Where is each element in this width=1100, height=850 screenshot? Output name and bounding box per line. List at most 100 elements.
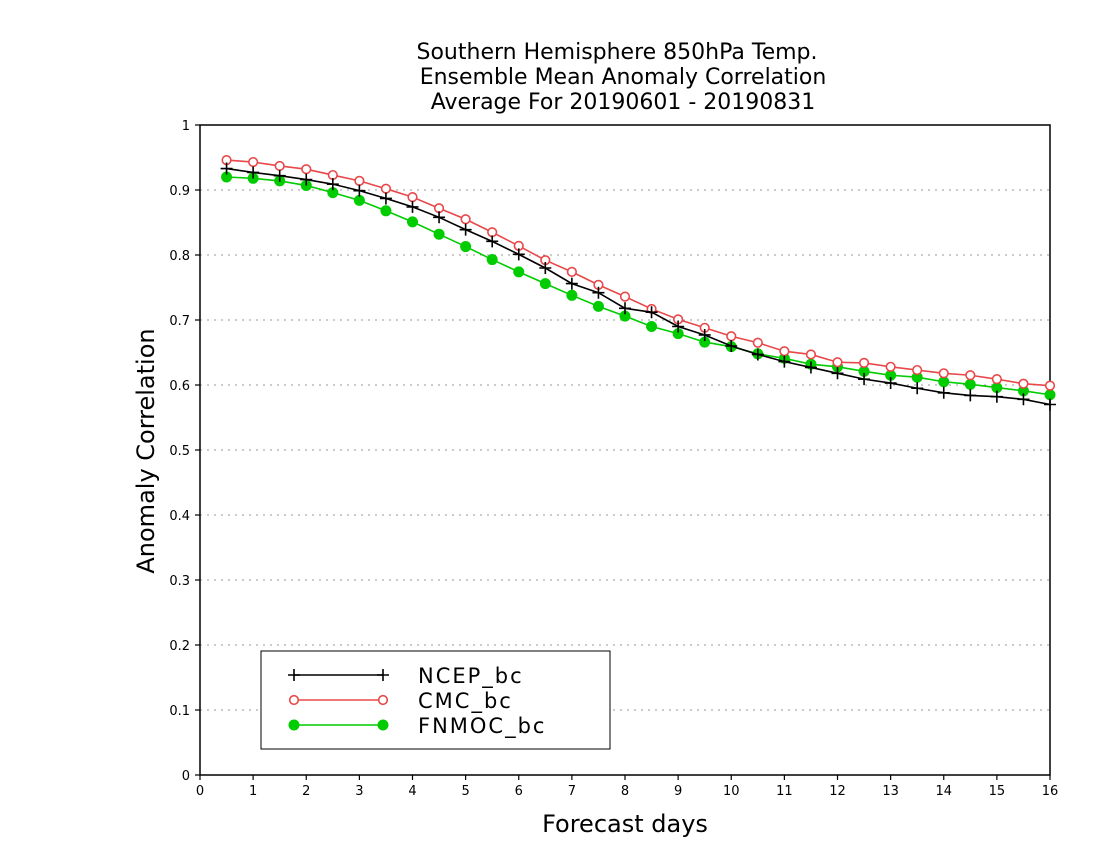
y-tick-label: 1 [182, 119, 190, 134]
data-point-ncep-bc [592, 286, 605, 299]
data-series [220, 155, 1056, 411]
data-point-ncep-bc [326, 178, 339, 191]
x-tick-label: 0 [196, 784, 204, 799]
data-point-cmc-bc [380, 183, 392, 194]
chart-title-line-2: Ensemble Mean Anomaly Correlation [420, 65, 827, 90]
data-point-cmc-bc [885, 361, 896, 372]
data-point-cmc-bc [327, 169, 338, 181]
legend-marker [288, 694, 300, 706]
x-tick-label: 5 [461, 784, 469, 799]
data-point-cmc-bc [965, 370, 976, 381]
data-point-cmc-bc [752, 337, 763, 348]
data-point-ncep-bc [990, 390, 1003, 403]
x-tick-label: 12 [829, 784, 846, 799]
data-point-cmc-bc [858, 357, 870, 369]
data-point-ncep-bc [300, 173, 313, 186]
x-tick-label: 3 [355, 784, 363, 799]
legend-marker [377, 694, 389, 706]
data-point-ncep-bc [831, 367, 844, 380]
data-point-cmc-bc [779, 346, 790, 357]
data-point-cmc-bc [433, 203, 445, 214]
y-tick-label: 0.9 [169, 184, 190, 199]
data-point-ncep-bc [804, 361, 817, 374]
data-point-fnmoc-bc [460, 241, 472, 253]
data-point-ncep-bc [459, 223, 472, 236]
data-point-ncep-bc [725, 340, 738, 352]
series-line-fnmoc-bc [226, 176, 1051, 396]
series-ncep-bc [220, 162, 1056, 411]
y-tick-label: 0.1 [169, 704, 190, 719]
data-point-ncep-bc [964, 389, 977, 402]
data-point-fnmoc-bc [964, 378, 976, 390]
y-tick-label: 0.6 [169, 379, 190, 394]
data-point-ncep-bc [565, 277, 578, 290]
data-point-fnmoc-bc [1044, 389, 1056, 401]
series-line-cmc-bc [226, 159, 1051, 387]
data-point-ncep-bc [247, 166, 260, 179]
data-point-fnmoc-bc [353, 194, 365, 206]
legend-item-ncep-bc: NCEP_bc [288, 664, 524, 689]
legend-marker [377, 669, 389, 681]
x-tick-label: 6 [515, 784, 523, 799]
data-point-fnmoc-bc [486, 254, 498, 266]
y-tick-label: 0.5 [169, 444, 190, 459]
x-tick-label: 11 [776, 784, 793, 799]
data-point-ncep-bc [858, 373, 871, 386]
series-cmc-bc [221, 155, 1056, 391]
data-point-cmc-bc [1018, 378, 1029, 389]
legend-marker [377, 719, 389, 731]
data-point-cmc-bc [912, 364, 923, 376]
data-point-fnmoc-bc [539, 278, 551, 290]
data-point-ncep-bc [1017, 393, 1030, 406]
chart-title: Southern Hemisphere 850hPa Temp. Ensembl… [417, 40, 827, 115]
data-point-fnmoc-bc [646, 321, 658, 332]
x-tick-label: 1 [249, 784, 257, 799]
y-tick-label: 0.8 [169, 249, 190, 264]
data-point-ncep-bc [751, 348, 764, 361]
data-point-ncep-bc [406, 200, 419, 213]
data-point-fnmoc-bc [380, 205, 392, 217]
x-tick-label: 2 [302, 784, 310, 799]
data-point-fnmoc-bc [513, 266, 525, 278]
x-tick-label: 13 [882, 784, 899, 799]
data-point-ncep-bc [672, 320, 685, 333]
data-point-cmc-bc [274, 160, 285, 172]
data-point-ncep-bc [273, 169, 286, 182]
gridlines [200, 189, 1050, 711]
data-point-cmc-bc [354, 175, 365, 186]
data-point-ncep-bc [698, 328, 711, 341]
legend-label: CMC_bc [418, 689, 513, 714]
data-point-fnmoc-bc [592, 300, 604, 312]
y-tick-label: 0.4 [169, 509, 190, 524]
data-point-cmc-bc [1044, 380, 1056, 391]
x-axis-title: Forecast days [542, 810, 708, 838]
data-point-ncep-bc [486, 235, 499, 248]
data-point-ncep-bc [353, 184, 366, 197]
data-point-ncep-bc [539, 262, 552, 274]
data-point-ncep-bc [884, 377, 897, 390]
x-tick-label: 10 [723, 784, 740, 799]
series-line-ncep-bc [226, 167, 1051, 406]
legend-label: NCEP_bc [418, 664, 524, 689]
y-axis-title: Anomaly Correlation [132, 328, 160, 573]
chart-title-line-1: Southern Hemisphere 850hPa Temp. [417, 40, 818, 65]
y-tick-label: 0.2 [169, 639, 190, 654]
data-point-ncep-bc [619, 302, 631, 315]
data-point-cmc-bc [487, 227, 498, 238]
y-tick-label: 0 [182, 769, 190, 784]
data-point-ncep-bc [512, 248, 525, 261]
data-point-cmc-bc [248, 156, 259, 168]
x-tick-label: 16 [1042, 784, 1059, 799]
x-tick-label: 15 [989, 784, 1006, 799]
y-tick-label: 0.3 [169, 574, 190, 589]
x-tick-label: 9 [674, 784, 682, 799]
data-point-fnmoc-bc [433, 228, 445, 240]
x-tick-label: 7 [568, 784, 576, 799]
series-fnmoc-bc [221, 171, 1056, 401]
legend-item-fnmoc-bc: FNMOC_bc [288, 714, 546, 739]
legend-label: FNMOC_bc [418, 714, 546, 739]
data-point-ncep-bc [379, 192, 392, 205]
data-point-ncep-bc [937, 386, 950, 399]
